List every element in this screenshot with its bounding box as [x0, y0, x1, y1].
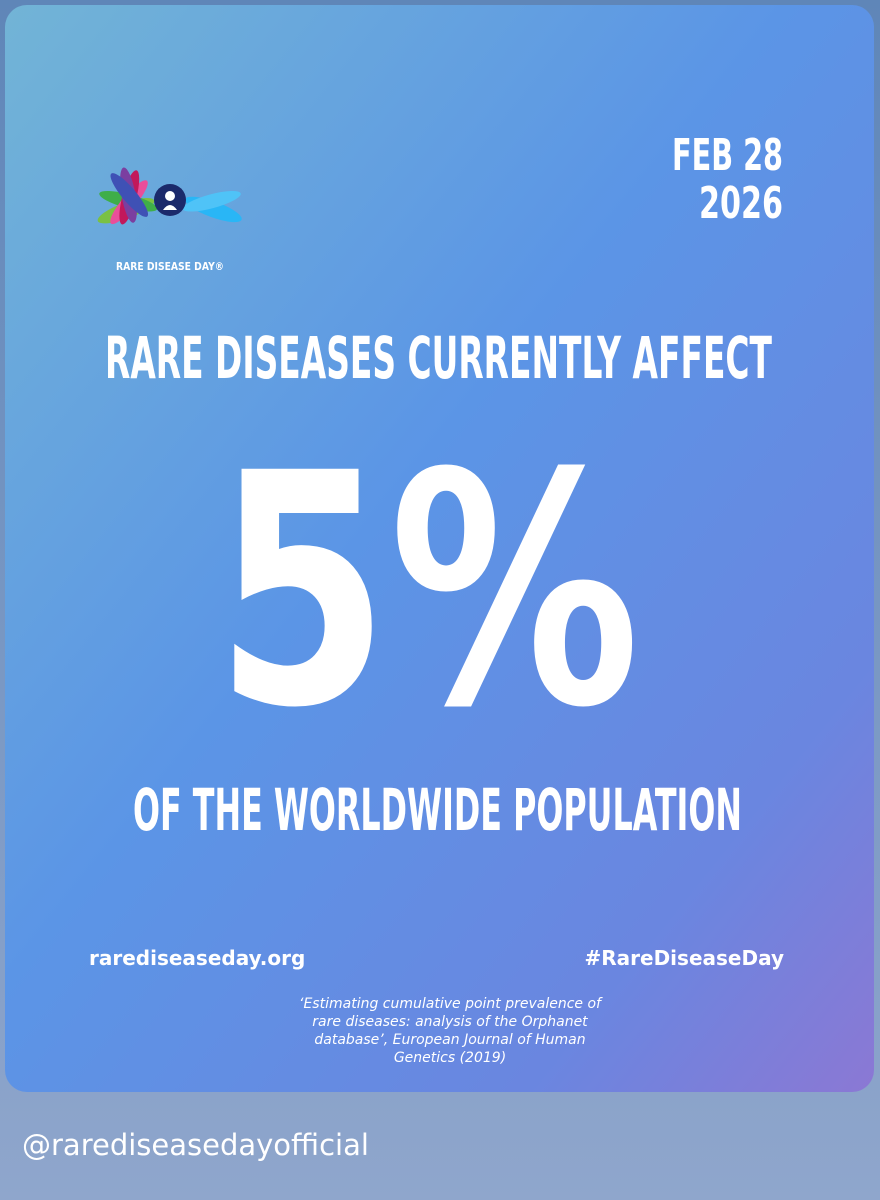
logo-label: RARE DISEASE DAY®	[116, 260, 224, 273]
account-handle[interactable]: @rarediseasedayofficial	[22, 1128, 369, 1162]
statistic: 5%	[215, 406, 640, 778]
logo	[97, 167, 242, 225]
citation-line: ‘Estimating cumulative point prevalence …	[299, 996, 603, 1012]
poster-card	[5, 5, 874, 1092]
website[interactable]: rarediseaseday.org	[89, 946, 305, 970]
date-line: FEB 28	[672, 130, 783, 181]
date-line: 2026	[699, 178, 783, 229]
subline: OF THE WORLDWIDE POPULATION	[133, 776, 742, 844]
citation: ‘Estimating cumulative point prevalence …	[299, 996, 603, 1066]
hashtag[interactable]: #RareDiseaseDay	[585, 946, 785, 970]
citation-line: Genetics (2019)	[394, 1050, 506, 1066]
headline: RARE DISEASES CURRENTLY AFFECT	[105, 324, 772, 392]
citation-line: rare diseases: analysis of the Orphanet	[312, 1014, 588, 1030]
citation-line: database’, European Journal of Human	[314, 1032, 585, 1048]
